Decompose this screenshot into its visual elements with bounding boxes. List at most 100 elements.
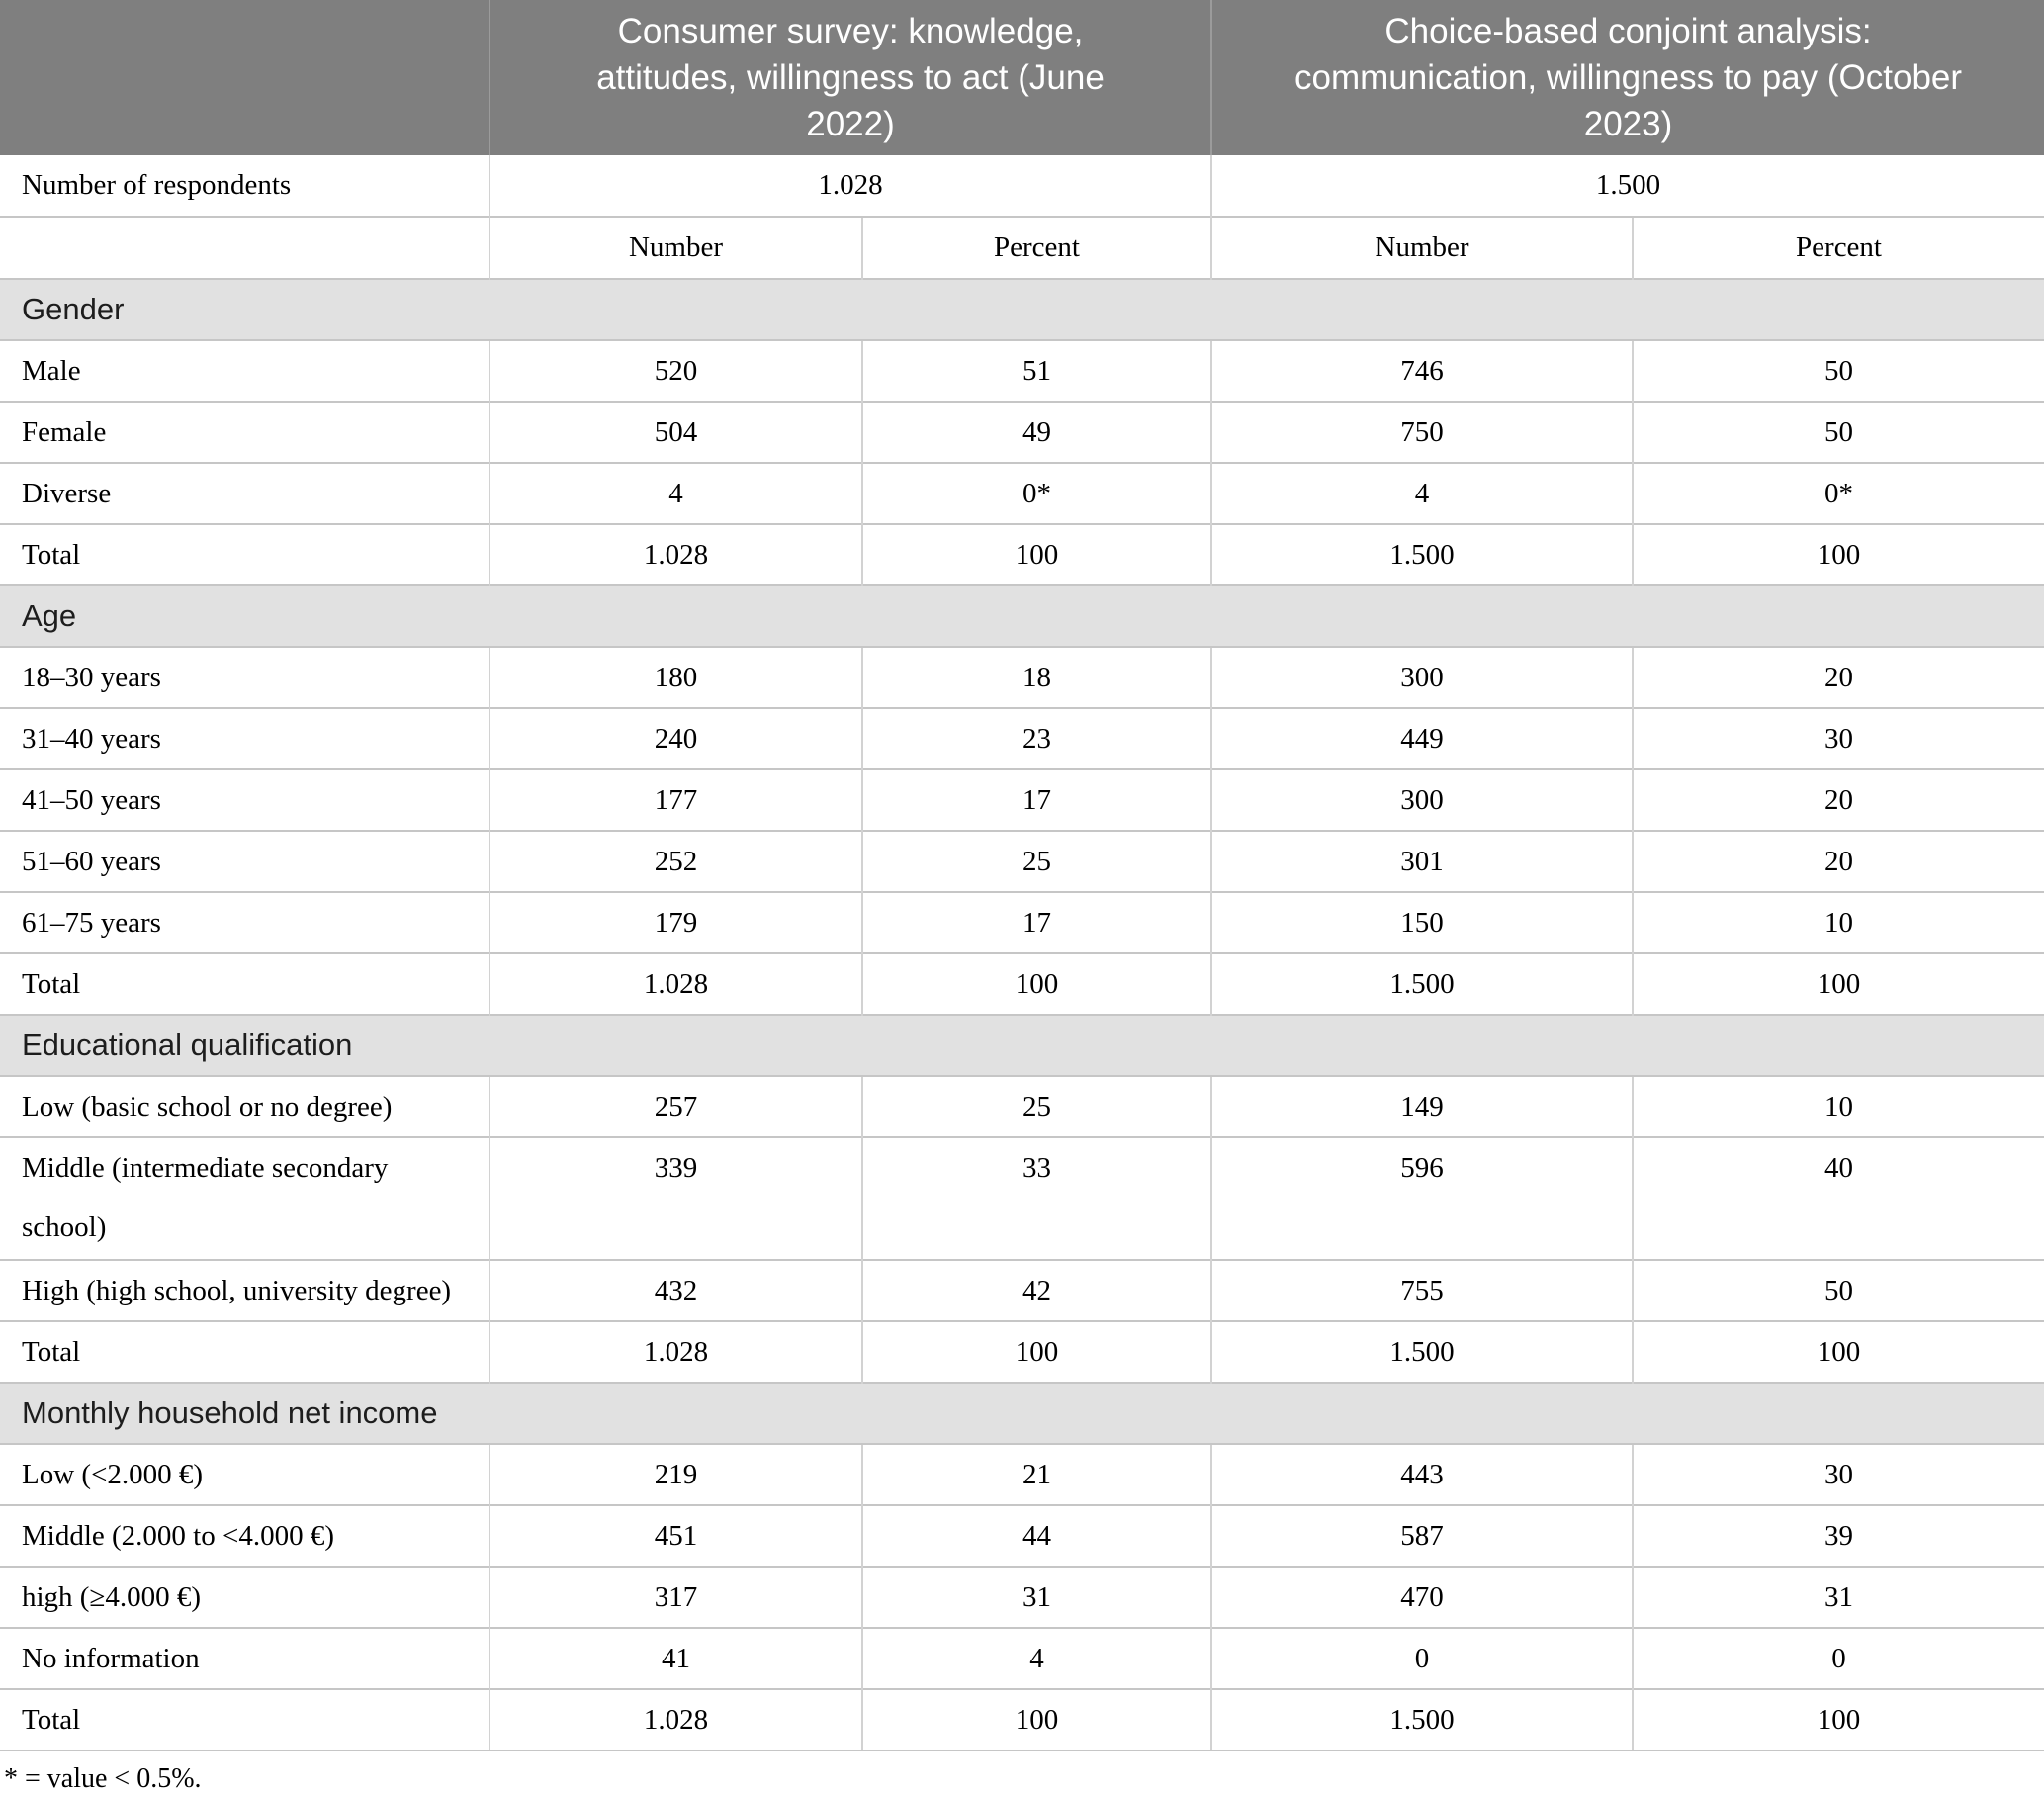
cell-value: 339 <box>489 1136 862 1260</box>
cell-value: 257 <box>489 1075 862 1137</box>
cell-value: 150 <box>1210 891 1634 953</box>
row-label: 41–50 years <box>0 768 489 831</box>
table-row: High (high school, university degree) 43… <box>0 1259 2044 1321</box>
cell-value: 4 <box>489 462 862 524</box>
respondents-survey-value: 1.028 <box>488 155 1212 217</box>
row-label: Male <box>0 339 489 402</box>
header-conjoint-title: Choice-based conjoint analysis: communic… <box>1210 0 2044 155</box>
cell-value: 100 <box>860 523 1212 585</box>
cell-value: 0 <box>1632 1627 2044 1689</box>
row-label: Diverse <box>0 462 489 524</box>
cell-value: 4 <box>860 1627 1212 1689</box>
cell-value: 1.500 <box>1210 1320 1634 1383</box>
column-header-percent: Percent <box>1632 216 2044 279</box>
section-title: Age <box>0 584 2044 647</box>
cell-value: 300 <box>1210 768 1634 831</box>
row-label: high (≥4.000 €) <box>0 1566 489 1628</box>
table-row: high (≥4.000 €) 317 31 470 31 <box>0 1566 2044 1628</box>
cell-value: 30 <box>1632 707 2044 769</box>
cell-value: 180 <box>489 646 862 708</box>
cell-value: 443 <box>1210 1443 1634 1505</box>
table-row: 18–30 years 180 18 300 20 <box>0 646 2044 708</box>
row-label: 51–60 years <box>0 830 489 892</box>
cell-value: 587 <box>1210 1504 1634 1567</box>
row-label: Total <box>0 1320 489 1383</box>
column-subheader-row: Number Percent Number Percent <box>0 216 2044 279</box>
table-row: No information 41 4 0 0 <box>0 1627 2044 1689</box>
table-row: Diverse 4 0* 4 0* <box>0 462 2044 524</box>
cell-value: 301 <box>1210 830 1634 892</box>
column-header-number: Number <box>489 216 862 279</box>
cell-value: 20 <box>1632 646 2044 708</box>
cell-value: 1.500 <box>1210 952 1634 1015</box>
cell-value: 42 <box>860 1259 1212 1321</box>
cell-value: 20 <box>1632 830 2044 892</box>
column-header-number: Number <box>1210 216 1634 279</box>
cell-value: 25 <box>860 1075 1212 1137</box>
cell-value: 1.500 <box>1210 523 1634 585</box>
table-row-total: Total 1.028 100 1.500 100 <box>0 1688 2044 1751</box>
table-row-total: Total 1.028 100 1.500 100 <box>0 1320 2044 1383</box>
row-label: Total <box>0 1688 489 1751</box>
cell-value: 750 <box>1210 401 1634 463</box>
row-label: Total <box>0 952 489 1015</box>
cell-value: 40 <box>1632 1136 2044 1260</box>
cell-value: 1.028 <box>489 1688 862 1751</box>
table-row: 61–75 years 179 17 150 10 <box>0 891 2044 953</box>
cell-value: 100 <box>860 952 1212 1015</box>
cell-value: 317 <box>489 1566 862 1628</box>
cell-value: 100 <box>1632 952 2044 1015</box>
cell-value: 179 <box>489 891 862 953</box>
cell-value: 17 <box>860 768 1212 831</box>
table-row: Middle (2.000 to <4.000 €) 451 44 587 39 <box>0 1504 2044 1567</box>
table-row: 41–50 years 177 17 300 20 <box>0 768 2044 831</box>
row-label: Number of respondents <box>0 155 489 217</box>
row-label: 61–75 years <box>0 891 489 953</box>
cell-value: 520 <box>489 339 862 402</box>
cell-value: 1.500 <box>1210 1688 1634 1751</box>
cell-value: 30 <box>1632 1443 2044 1505</box>
table-row: Low (<2.000 €) 219 21 443 30 <box>0 1443 2044 1505</box>
table-row: Middle (intermediate secondary school) 3… <box>0 1136 2044 1260</box>
cell-value: 31 <box>1632 1566 2044 1628</box>
cell-value: 1.028 <box>489 952 862 1015</box>
cell-value: 0* <box>1632 462 2044 524</box>
cell-value: 50 <box>1632 1259 2044 1321</box>
section-title: Monthly household net income <box>0 1382 2044 1444</box>
cell-value: 432 <box>489 1259 862 1321</box>
table-footnote: * = value < 0.5%. <box>4 1763 202 1794</box>
row-label: Middle (intermediate secondary school) <box>0 1136 489 1260</box>
section-header-age: Age <box>0 584 2044 647</box>
cell-value: 219 <box>489 1443 862 1505</box>
section-header-gender: Gender <box>0 278 2044 340</box>
row-label: 18–30 years <box>0 646 489 708</box>
row-label: 31–40 years <box>0 707 489 769</box>
header-survey-title: Consumer survey: knowledge, attitudes, w… <box>488 0 1212 155</box>
cell-value: 100 <box>1632 523 2044 585</box>
section-header-education: Educational qualification <box>0 1014 2044 1076</box>
cell-value: 41 <box>489 1627 862 1689</box>
header-empty-cell <box>0 0 489 155</box>
cell-value: 504 <box>489 401 862 463</box>
cell-value: 300 <box>1210 646 1634 708</box>
cell-value: 4 <box>1210 462 1634 524</box>
respondents-row: Number of respondents 1.028 1.500 <box>0 155 2044 217</box>
cell-value: 23 <box>860 707 1212 769</box>
cell-value: 25 <box>860 830 1212 892</box>
cell-value: 31 <box>860 1566 1212 1628</box>
cell-value: 252 <box>489 830 862 892</box>
row-label: Low (<2.000 €) <box>0 1443 489 1505</box>
table-row: Low (basic school or no degree) 257 25 1… <box>0 1075 2044 1137</box>
table-row-total: Total 1.028 100 1.500 100 <box>0 523 2044 585</box>
table-row: Male 520 51 746 50 <box>0 339 2044 402</box>
cell-value: 18 <box>860 646 1212 708</box>
subheader-empty-cell <box>0 216 489 279</box>
cell-value: 1.028 <box>489 1320 862 1383</box>
section-title: Educational qualification <box>0 1014 2044 1076</box>
cell-value: 33 <box>860 1136 1212 1260</box>
cell-value: 451 <box>489 1504 862 1567</box>
row-label: High (high school, university degree) <box>0 1259 489 1321</box>
row-label: Middle (2.000 to <4.000 €) <box>0 1504 489 1567</box>
cell-value: 51 <box>860 339 1212 402</box>
table-row-total: Total 1.028 100 1.500 100 <box>0 952 2044 1015</box>
